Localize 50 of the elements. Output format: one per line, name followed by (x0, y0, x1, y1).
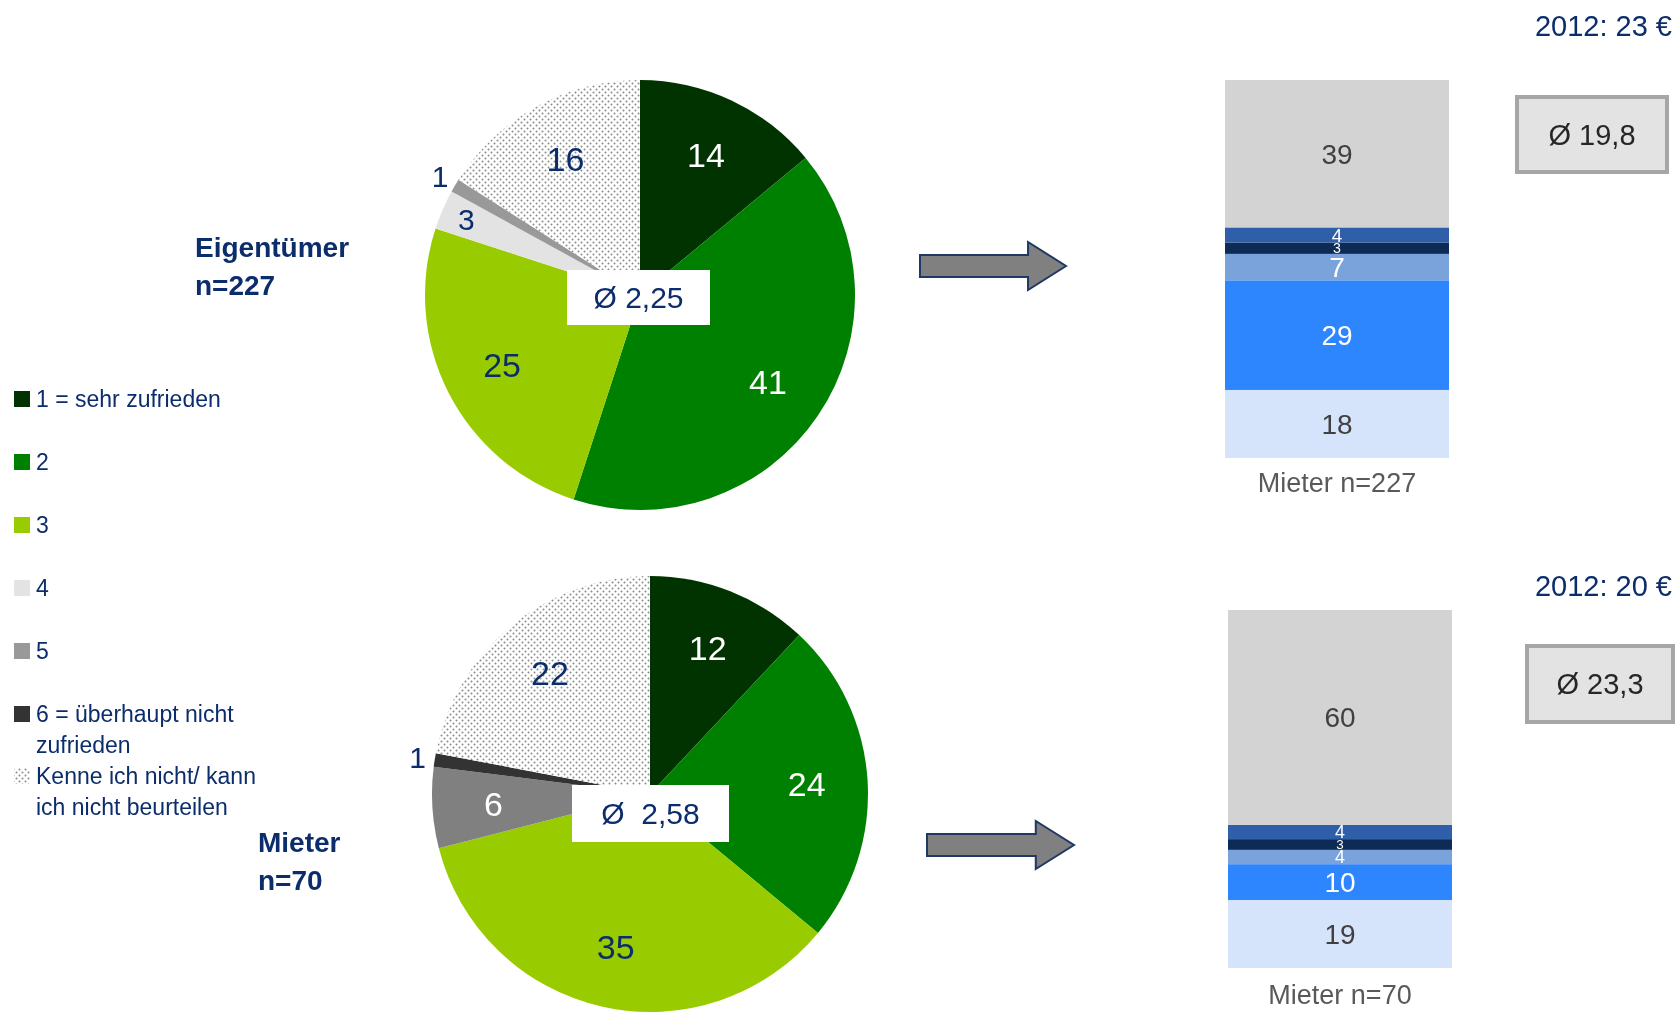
bar (1225, 253, 1449, 281)
legend-label: 6 = überhaupt nicht zufrieden (36, 701, 235, 758)
text: 2012: 20 € (1534, 570, 1672, 602)
text: Ø 2,25 (593, 281, 684, 314)
bar (1225, 227, 1449, 243)
data-label: 16 (546, 140, 585, 179)
bar (1228, 610, 1452, 825)
text: 2012: 23 € (1534, 10, 1672, 42)
data-label: 6 (483, 784, 503, 823)
data-label: 1 (409, 740, 426, 774)
data-label: 14 (687, 135, 725, 174)
text: n=70 (258, 865, 323, 896)
data-label: 12 (688, 628, 727, 667)
bar (1228, 839, 1452, 850)
data-label: 60 (1324, 702, 1356, 734)
data-label: 41 (749, 362, 787, 401)
legend-label: 2 (36, 449, 49, 475)
legend-label: 4 (36, 575, 49, 601)
bar (1228, 824, 1452, 840)
bar (1225, 80, 1449, 228)
legend-label: 1 = sehr zufrieden (36, 386, 221, 412)
data-label: 1 (431, 160, 449, 194)
text: n=227 (195, 270, 276, 301)
data-label: 39 (1321, 138, 1353, 170)
data-label: 3 (458, 203, 475, 237)
x-tick-label: Mieter n=227 (1257, 468, 1417, 498)
text: Mieter (258, 827, 341, 858)
bar (1225, 280, 1449, 390)
data-label: 19 (1324, 919, 1356, 951)
bar (1225, 242, 1449, 254)
data-label: 10 (1324, 867, 1356, 899)
bar (1228, 849, 1452, 865)
data-label: 22 (531, 653, 569, 692)
data-label: 18 (1321, 409, 1353, 441)
text: Eigentümer (195, 232, 350, 263)
legend-label: 3 (36, 512, 49, 538)
data-label: 25 (483, 346, 521, 385)
legend-label: Kenne ich nicht/ kann ich nicht beurteilen (36, 763, 256, 820)
text: Ø 23,3 (1556, 668, 1644, 701)
data-label: 35 (596, 928, 635, 967)
bar (1225, 389, 1449, 458)
data-label: 24 (787, 765, 826, 804)
x-tick-label: Mieter n=70 (1268, 980, 1412, 1010)
bar (1228, 899, 1452, 968)
text: Ø 2,58 (601, 797, 700, 830)
data-label: 7 (1329, 252, 1345, 284)
text: Ø 19,8 (1548, 118, 1636, 151)
bar (1228, 864, 1452, 900)
data-label: 29 (1321, 320, 1353, 352)
legend-label: 5 (36, 638, 49, 664)
